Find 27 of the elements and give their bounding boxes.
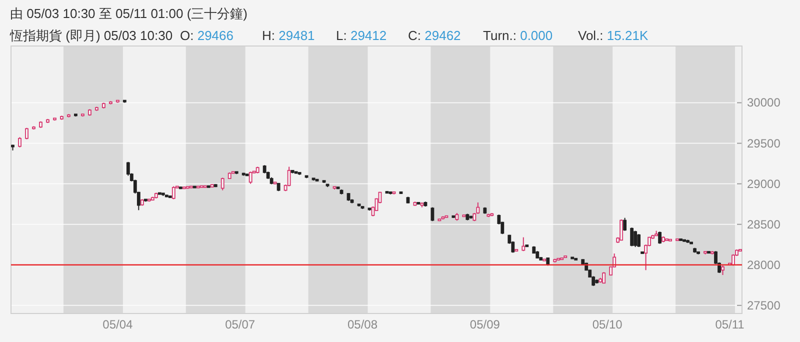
y-tick-label: 28500	[747, 217, 781, 232]
chart-title: 由 05/03 10:30 至 05/11 01:00 (三十分鐘)	[10, 6, 248, 21]
candlestick	[630, 227, 634, 247]
x-tick-label: 05/10	[592, 318, 623, 332]
x-tick-label: 05/07	[225, 318, 256, 332]
text: Vol.: 15.21K	[578, 28, 648, 43]
text: O: 29466	[180, 28, 234, 43]
text: 恆指期貨 (即月) 05/03 10:30	[9, 28, 173, 43]
text: C: 29462	[408, 28, 461, 43]
y-tick-label: 27500	[747, 298, 781, 312]
candlestick	[522, 236, 526, 252]
text: H: 29481	[262, 28, 315, 43]
candlestick	[721, 265, 724, 276]
y-tick-label: 30000	[747, 96, 781, 110]
x-tick-label: 05/08	[347, 318, 378, 332]
candlestick	[637, 234, 641, 248]
candlestick	[634, 230, 638, 248]
y-tick-label: 29500	[747, 136, 781, 150]
candlestick	[623, 217, 627, 232]
text: L: 29412	[336, 28, 387, 43]
candlestick	[658, 231, 662, 244]
y-tick-label: 29000	[747, 176, 781, 191]
x-tick-label: 05/11	[715, 318, 745, 332]
x-tick-label: 05/04	[102, 318, 134, 332]
x-tick-label: 05/09	[470, 318, 500, 332]
text: Turn.: 0.000	[483, 28, 553, 43]
y-tick-label: 28000	[747, 258, 781, 272]
